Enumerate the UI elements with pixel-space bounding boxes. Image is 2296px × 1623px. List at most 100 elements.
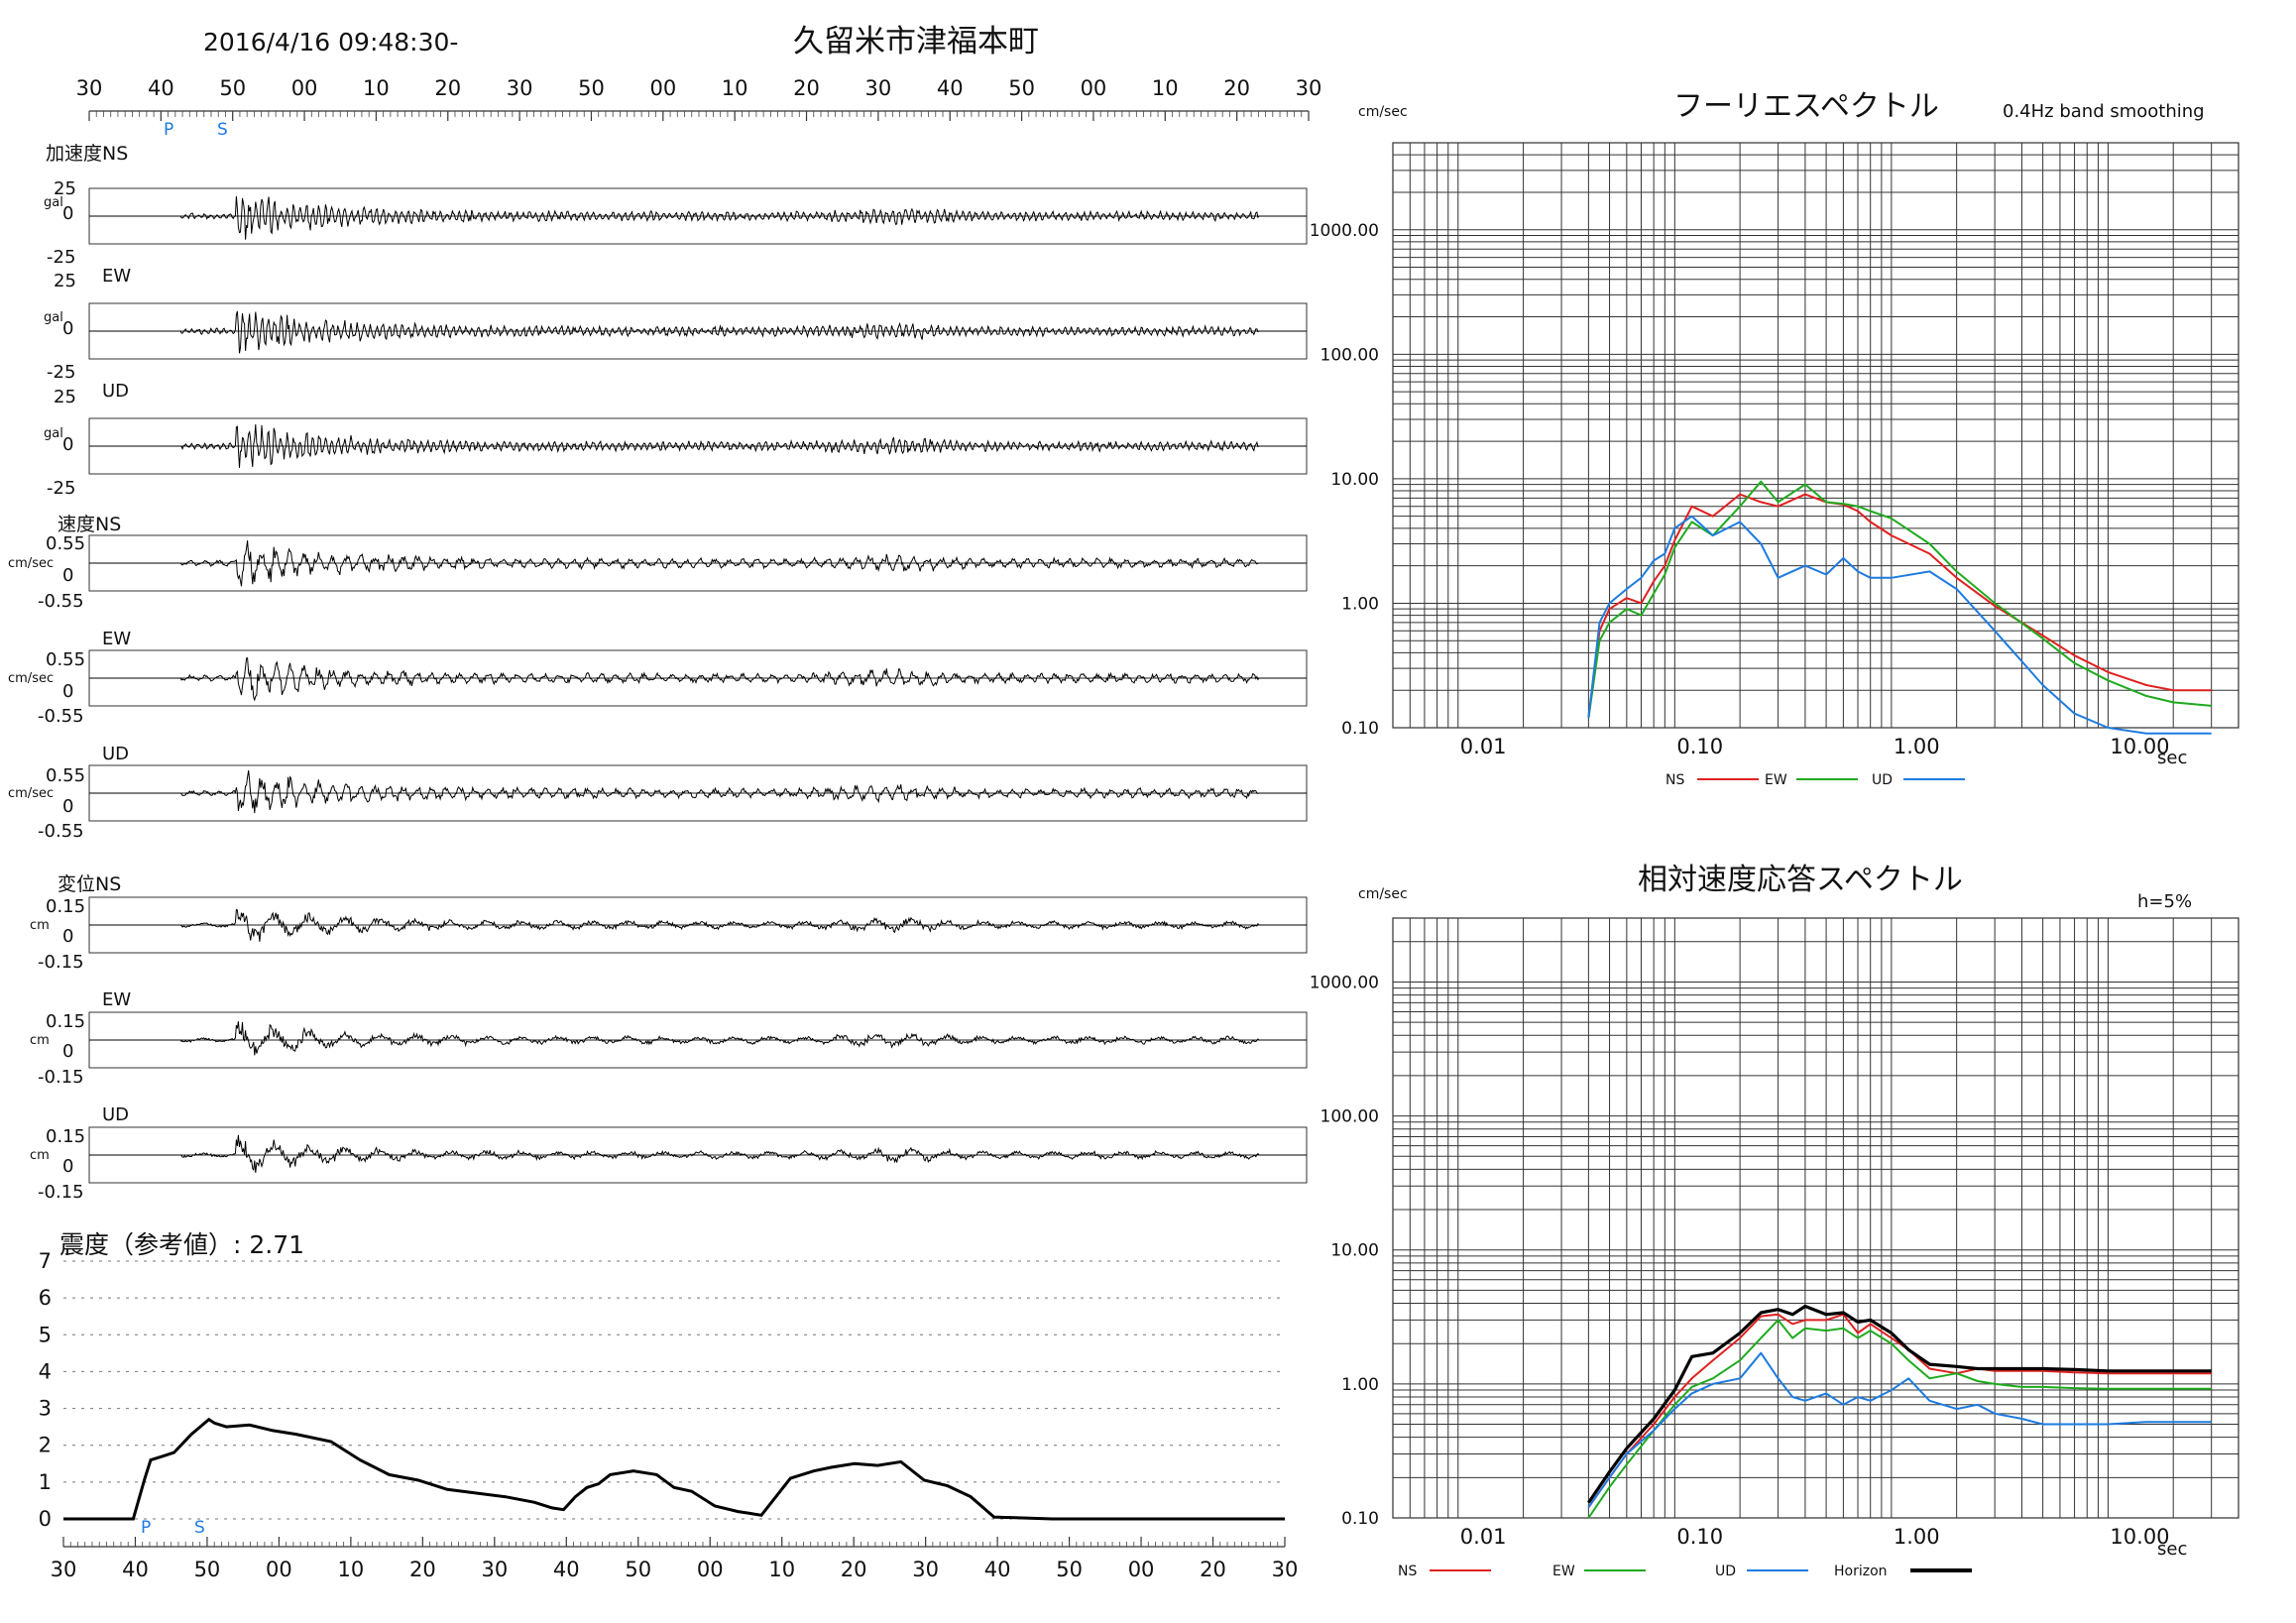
series-line-ns (1587, 493, 2212, 719)
waveform-trace (89, 310, 1307, 354)
accel-axis-labels: 25 gal 0 -25 25 gal 0 -25 25 gal 0 -25 (44, 178, 76, 499)
accel-title: 加速度NS (46, 143, 128, 165)
vel-ud-label: UD (102, 744, 129, 764)
response-spectrum-plot: 1000.00 100.00 10.00 1.00 0.10 0.01 0.10 1.00 10… (1310, 917, 2239, 1549)
accel-ew-tick-top: 25 (54, 271, 76, 291)
y-tick-label: 0.10 (1341, 719, 1379, 739)
series-line-ns (1587, 1313, 2212, 1508)
top-axis-tick-label: 00 (291, 76, 318, 100)
waveform-trace (89, 1021, 1307, 1056)
accel-ns-tick-bottom: -25 (47, 247, 75, 268)
accel-ns-unit: gal (44, 195, 63, 210)
top-axis-tick-label: 30 (1296, 76, 1322, 100)
disp-ew-tick-bottom: -0.15 (38, 1067, 84, 1088)
waveform-trace (89, 540, 1307, 587)
intensity-x-tick-label: 50 (625, 1558, 651, 1581)
top-axis-tick-label: 10 (363, 76, 390, 100)
accel-ud-tick-bottom: -25 (47, 478, 75, 499)
intensity-y-tick: 5 (39, 1323, 52, 1346)
intensity-x-tick-label: 30 (912, 1558, 939, 1581)
x-tick-label: 10.00 (2110, 1525, 2169, 1549)
fourier-y-unit: cm/sec (1358, 104, 1408, 120)
disp-ns-tick-top: 0.15 (46, 896, 85, 917)
record-datetime: 2016/4/16 09:48:30- (203, 28, 458, 57)
station-name: 久留米市津福本町 (793, 24, 1039, 59)
disp-ns-tick-zero: 0 (62, 926, 73, 947)
vel-ud-tick-bottom: -0.55 (38, 821, 84, 842)
intensity-y-tick: 6 (39, 1286, 52, 1310)
s-arrival-marker: S (217, 120, 228, 140)
accel-ns-tick-top: 25 (54, 178, 76, 199)
time-axis-top: 30 40 50 00 10 20 30 50 00 10 20 30 40 50 00 10 20 30 (76, 76, 1322, 121)
top-axis-tick-label: 40 (937, 76, 964, 100)
x-tick-label: 0.01 (1460, 735, 1507, 758)
vel-ns-tick-top: 0.55 (46, 533, 85, 554)
top-axis-tick-label: 10 (1152, 76, 1179, 100)
intensity-x-tick-label: 30 (1272, 1558, 1299, 1581)
vel-ud-unit: cm/sec (8, 786, 54, 801)
intensity-x-tick-label: 10 (768, 1558, 795, 1581)
plot-frame (1392, 917, 2239, 1519)
top-axis-tick-label: 30 (865, 76, 892, 100)
disp-ud-tick-top: 0.15 (46, 1126, 85, 1147)
top-axis-tick-label: 40 (148, 76, 174, 100)
disp-ud-unit: cm (30, 1148, 50, 1163)
intensity-title: 震度（参考値）: 2.71 (59, 1230, 304, 1259)
intensity-x-tick-label: 40 (984, 1558, 1011, 1581)
vel-ew-label: EW (102, 629, 131, 649)
vel-ew-tick-bottom: -0.55 (38, 706, 84, 727)
intensity-x-tick-label: 40 (122, 1558, 149, 1581)
legend-label-ew: EW (1552, 1564, 1575, 1579)
top-axis-tick-label: 30 (76, 76, 103, 100)
y-tick-label: 10.00 (1330, 1241, 1379, 1261)
x-tick-label: 1.00 (1894, 735, 1940, 758)
velocity-title: 速度NS (57, 514, 121, 535)
intensity-x-tick-label: 50 (194, 1558, 221, 1581)
vel-ud-tick-top: 0.55 (46, 765, 85, 786)
accel-ew-label: EW (102, 266, 131, 287)
disp-ew-tick-top: 0.15 (46, 1011, 85, 1032)
x-tick-label: 0.10 (1676, 735, 1723, 758)
y-tick-label: 1000.00 (1310, 973, 1379, 992)
fourier-spectrum-plot: 1000.00 100.00 10.00 1.00 0.10 0.01 0.10 1.00 10… (1310, 142, 2239, 758)
disp-ns-tick-bottom: -0.15 (38, 952, 84, 973)
accel-ud-label: UD (102, 381, 129, 402)
top-axis-tick-label: 00 (649, 76, 676, 100)
accel-ud-tick-zero: 0 (62, 434, 73, 455)
top-axis-tick-label: 20 (1223, 76, 1250, 100)
vel-ns-tick-bottom: -0.55 (38, 591, 84, 612)
waveform-trace (89, 908, 1307, 942)
top-axis-tick-label: 30 (507, 76, 533, 100)
y-tick-label: 1.00 (1341, 594, 1379, 614)
response-title: 相対速度応答スペクトル (1638, 863, 1963, 897)
top-axis-tick-label: 50 (1008, 76, 1035, 100)
x-tick-label: 10.00 (2110, 735, 2169, 758)
intensity-x-tick-label: 30 (51, 1558, 77, 1581)
disp-ud-tick-zero: 0 (62, 1156, 73, 1177)
disp-ew-unit: cm (30, 1033, 50, 1048)
velocity-axis-labels: 0.55 cm/sec 0 -0.55 0.55 cm/sec 0 -0.55 … (8, 533, 85, 842)
response-legend: NS EW UD Horizon (1398, 1564, 1972, 1579)
accel-ud-unit: gal (44, 426, 63, 441)
intensity-x-tick-label: 30 (481, 1558, 508, 1581)
intensity-series-line (63, 1417, 1285, 1521)
y-tick-label: 1.00 (1341, 1375, 1379, 1395)
vel-ud-tick-zero: 0 (62, 796, 73, 817)
series-line-horizon (1587, 1304, 2212, 1504)
vel-ns-tick-zero: 0 (62, 565, 73, 586)
disp-ew-tick-zero: 0 (62, 1041, 73, 1062)
accel-ew-tick-zero: 0 (62, 318, 73, 339)
top-axis-tick-label: 20 (793, 76, 820, 100)
intensity-x-tick-label: 10 (338, 1558, 365, 1581)
legend-label-horizon: Horizon (1834, 1564, 1888, 1579)
intensity-x-tick-label: 20 (841, 1558, 867, 1581)
x-tick-label: 0.10 (1676, 1525, 1723, 1549)
intensity-x-tick-label: 00 (266, 1558, 292, 1581)
legend-label-ns: NS (1398, 1564, 1417, 1579)
top-axis-tick-label: 50 (578, 76, 605, 100)
y-tick-label: 0.10 (1341, 1509, 1379, 1529)
top-axis-tick-label: 50 (219, 76, 246, 100)
response-x-unit: sec (2157, 1539, 2187, 1560)
vel-ew-unit: cm/sec (8, 671, 54, 686)
